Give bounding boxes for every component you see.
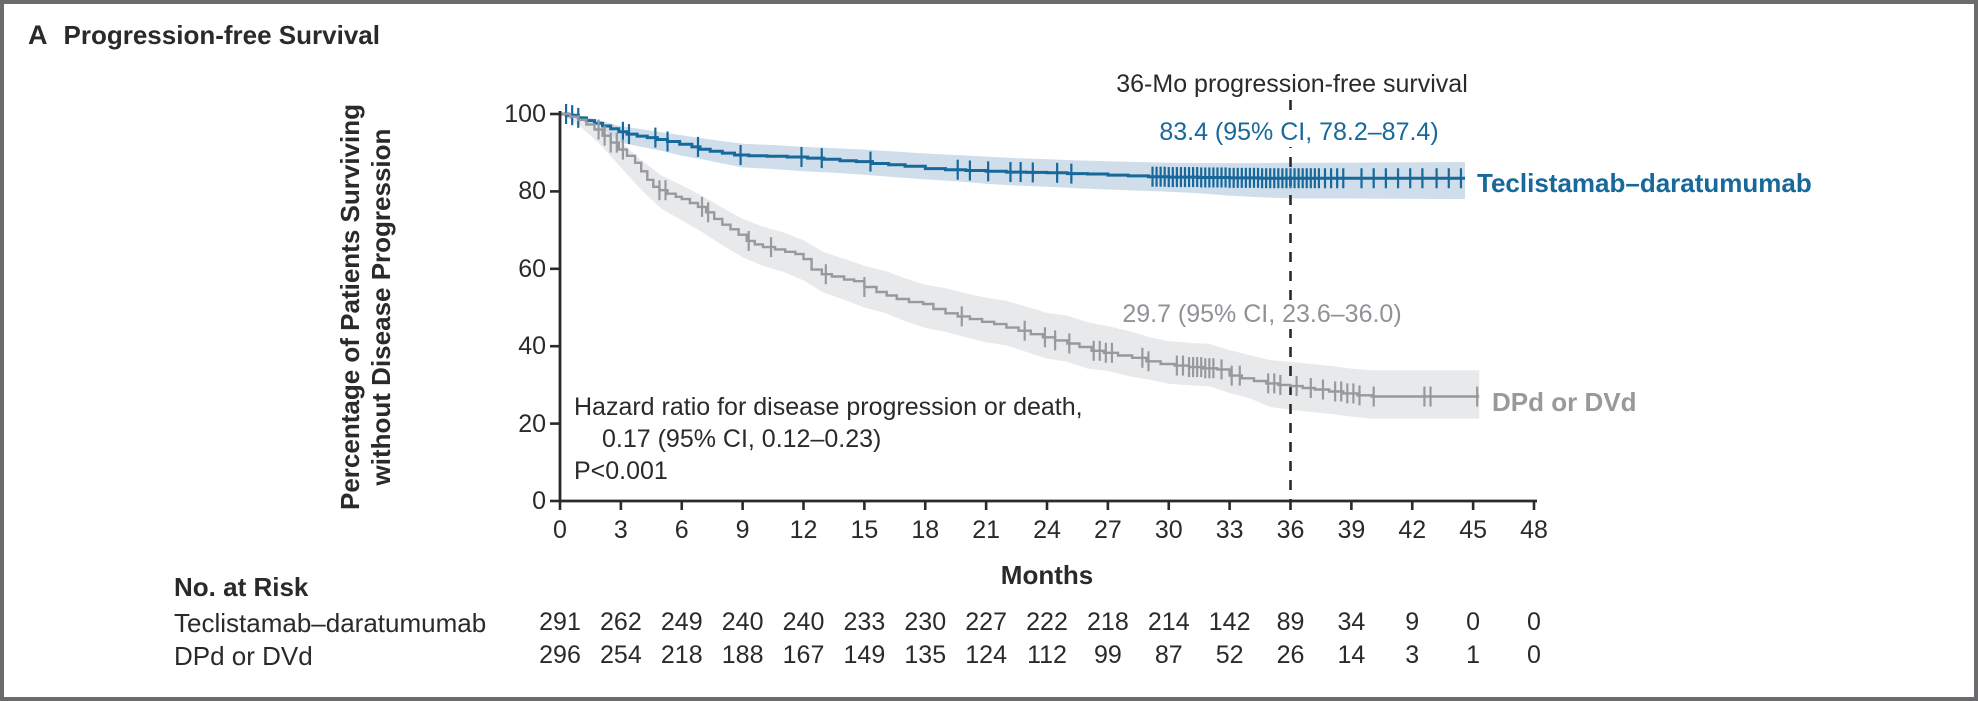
risk-value: 52 — [1215, 641, 1244, 669]
x-tick-label: 9 — [735, 516, 750, 544]
risk-value: 14 — [1337, 641, 1366, 669]
survival-curve-teclistamab — [560, 112, 1465, 180]
x-tick-label: 30 — [1154, 516, 1183, 544]
risk-value: 240 — [721, 608, 764, 636]
teclistamab-36mo-estimate: 83.4 (95% CI, 78.2–87.4) — [1155, 118, 1443, 147]
risk-value: 87 — [1154, 641, 1183, 669]
y-axis-title: Percentage of Patients Surviving without… — [335, 104, 397, 510]
series-label-teclistamab: Teclistamab–daratumumab — [1477, 168, 1812, 198]
risk-value: 26 — [1276, 641, 1305, 669]
x-tick-label: 48 — [1520, 516, 1548, 544]
x-tick-label: 18 — [911, 516, 940, 544]
risk-value: 0 — [1527, 608, 1541, 636]
risk-value: 240 — [782, 608, 825, 636]
risk-value: 167 — [782, 641, 825, 669]
risk-value: 227 — [965, 608, 1007, 636]
risk-value: 233 — [843, 608, 886, 636]
milestone-annotation-title: 36-Mo progression-free survival — [1112, 70, 1472, 99]
risk-value: 124 — [965, 641, 1007, 669]
y-axis-title-line1: Percentage of Patients Surviving — [335, 103, 365, 511]
risk-value: 0 — [1527, 641, 1541, 669]
risk-value: 291 — [539, 608, 581, 636]
risk-value: 214 — [1147, 608, 1190, 636]
x-tick-label: 12 — [789, 516, 818, 544]
risk-value: 9 — [1405, 608, 1420, 636]
x-tick-label: 0 — [553, 516, 567, 544]
risk-value: 34 — [1337, 608, 1366, 636]
km-survival-chart — [550, 100, 1537, 510]
x-tick-label: 6 — [674, 516, 689, 544]
hazard-ratio-line1: Hazard ratio for disease progression or … — [574, 393, 1083, 421]
x-tick-label: 21 — [972, 516, 1001, 544]
y-tick-label: 80 — [518, 177, 546, 206]
risk-row-label-dpd: DPd or DVd — [174, 641, 313, 671]
y-axis-title-line2: without Disease Progression — [366, 128, 396, 486]
risk-value: 249 — [660, 608, 703, 636]
risk-row-label-teclistamab: Teclistamab–daratumumab — [174, 608, 487, 638]
hazard-ratio-line2: 0.17 (95% CI, 0.12–0.23) — [602, 425, 882, 453]
x-tick-label: 45 — [1459, 516, 1488, 544]
y-tick-label: 100 — [504, 100, 546, 128]
y-tick-label: 20 — [518, 409, 546, 438]
risk-value: 222 — [1026, 608, 1068, 636]
dpd-36mo-estimate: 29.7 (95% CI, 23.6–36.0) — [1118, 300, 1406, 329]
hazard-ratio-annotation: Hazard ratio for disease progression or … — [574, 391, 1083, 487]
x-tick-label: 39 — [1337, 516, 1366, 544]
risk-value: 188 — [721, 641, 764, 669]
x-tick-label: 33 — [1215, 516, 1244, 544]
risk-value: 254 — [600, 641, 642, 669]
y-tick-label: 40 — [518, 332, 546, 361]
x-tick-label: 36 — [1276, 516, 1305, 544]
y-tick-label: 60 — [518, 254, 546, 283]
risk-value: 218 — [1087, 608, 1129, 636]
risk-value: 99 — [1093, 641, 1122, 669]
x-tick-label: 42 — [1398, 516, 1427, 544]
risk-value: 0 — [1466, 608, 1481, 636]
risk-value: 149 — [843, 641, 886, 669]
y-tick-label: 0 — [532, 487, 546, 515]
series-label-dpd: DPd or DVd — [1492, 387, 1637, 417]
panel-title: Progression-free Survival — [63, 20, 380, 50]
panel-header: A Progression-free Survival — [28, 20, 380, 51]
risk-value: 89 — [1276, 608, 1305, 636]
risk-value: 112 — [1027, 641, 1067, 669]
risk-table-title: No. at Risk — [174, 572, 309, 602]
risk-value: 142 — [1208, 608, 1251, 636]
risk-value: 218 — [660, 641, 703, 669]
risk-value: 1 — [1466, 641, 1481, 669]
ci-band-dpd — [560, 114, 1480, 419]
risk-value: 135 — [904, 641, 947, 669]
risk-value: 230 — [904, 608, 947, 636]
panel-letter: A — [28, 20, 48, 50]
p-value: P<0.001 — [574, 457, 668, 485]
x-axis-title: Months — [1000, 560, 1094, 590]
risk-value: 296 — [539, 641, 581, 669]
x-tick-label: 27 — [1093, 516, 1122, 544]
risk-value: 262 — [600, 608, 642, 636]
risk-value: 3 — [1405, 641, 1420, 669]
x-tick-label: 15 — [850, 516, 879, 544]
x-tick-label: 24 — [1033, 516, 1061, 544]
x-tick-label: 3 — [613, 516, 628, 544]
